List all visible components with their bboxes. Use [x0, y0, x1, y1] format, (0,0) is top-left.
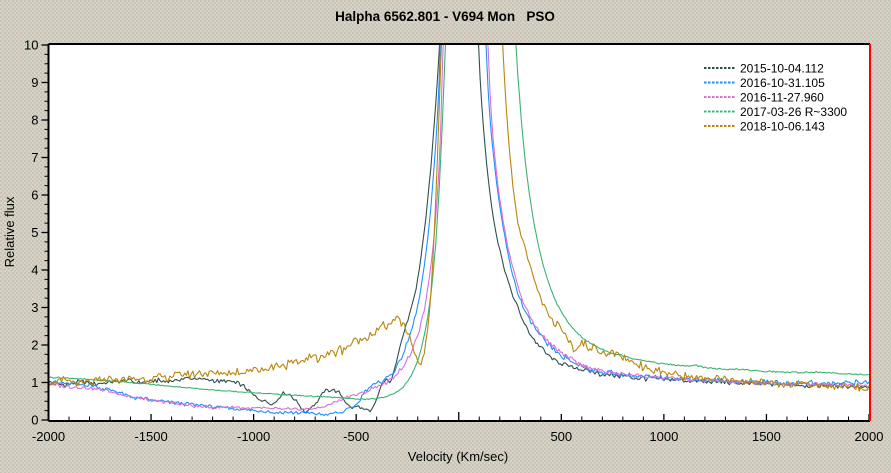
- legend-item: 2015-10-04.112: [704, 62, 824, 76]
- x-tick-label: -500: [343, 429, 369, 444]
- y-tick-label: 2: [31, 338, 38, 353]
- y-tick-label: 8: [31, 113, 38, 128]
- y-tick-label: 3: [31, 300, 38, 315]
- legend-label: 2017-03-26 R~3300: [740, 105, 847, 119]
- series-layer: [48, 45, 869, 417]
- legend-label: 2018-10-06.143: [740, 120, 825, 134]
- x-tick-label: -1500: [134, 429, 167, 444]
- y-tick-label: 5: [31, 225, 38, 240]
- legend-item: 2017-03-26 R~3300: [704, 105, 847, 119]
- legend-label: 2015-10-04.112: [740, 62, 824, 76]
- x-tick-label: -2000: [32, 429, 65, 444]
- x-tick-label: 1000: [649, 429, 678, 444]
- y-tick-label: 0: [31, 413, 38, 428]
- series-line-4: [48, 45, 869, 392]
- x-axis-label: Velocity (Km/sec): [408, 449, 508, 464]
- x-tick-label: 1500: [752, 429, 781, 444]
- y-tick-label: 6: [31, 188, 38, 203]
- legend-item: 2018-10-06.143: [704, 120, 825, 134]
- y-tick-label: 10: [24, 38, 38, 53]
- y-tick-label: 1: [31, 375, 38, 390]
- y-tick-label: 7: [31, 150, 38, 165]
- chart-title: Halpha 6562.801 - V694 Mon PSO: [335, 9, 555, 24]
- legend-item: 2016-10-31.105: [704, 76, 825, 90]
- legend: 2015-10-04.1122016-10-31.1052016-11-27.9…: [704, 62, 847, 134]
- axes-layer: -2000 -1500 -1000 -500 500 1000 1500 2000 0 1 2 3 4 5…: [24, 38, 883, 445]
- series-line-2: [48, 45, 869, 411]
- x-tick-label: -1000: [237, 429, 270, 444]
- y-axis-label: Relative flux: [2, 196, 17, 267]
- series-line-3: [48, 45, 869, 401]
- legend-label: 2016-10-31.105: [740, 76, 825, 90]
- y-tick-label: 4: [31, 263, 38, 278]
- legend-label: 2016-11-27.960: [740, 91, 824, 105]
- y-tick-label: 9: [31, 75, 38, 90]
- x-tick-label: 2000: [855, 429, 884, 444]
- plot-area: [48, 45, 869, 420]
- legend-item: 2016-11-27.960: [704, 91, 824, 105]
- x-tick-label: 500: [550, 429, 572, 444]
